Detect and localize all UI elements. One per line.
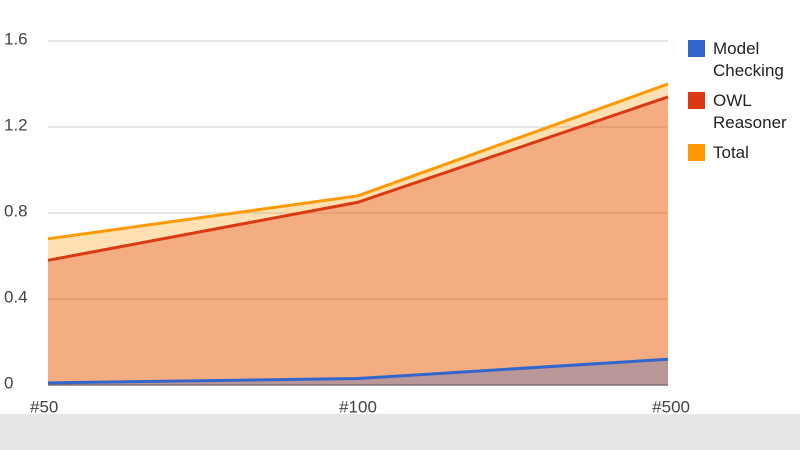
legend-label: OWL Reasoner	[713, 91, 787, 132]
legend: Model Checking OWL Reasoner Total	[688, 38, 800, 172]
area	[48, 84, 668, 385]
legend-swatch	[688, 40, 705, 57]
line	[47, 82, 669, 241]
y-tick-label: 0	[4, 373, 13, 392]
legend-label: Total	[713, 143, 749, 162]
x-tick-label: #50	[30, 397, 58, 416]
legend-swatch	[688, 92, 705, 109]
line	[47, 357, 669, 385]
legend-swatch	[688, 144, 705, 161]
legend-item: OWL Reasoner	[688, 90, 800, 134]
y-tick-label: 0.4	[4, 287, 28, 306]
y-tick-label: 1.6	[4, 29, 28, 48]
background-strip	[0, 414, 800, 450]
y-tick-label: 1.2	[4, 115, 28, 134]
x-tick-label: #500	[652, 397, 690, 416]
x-tick-label: #100	[339, 397, 377, 416]
area	[48, 359, 668, 385]
area	[48, 96, 668, 386]
legend-item: Total	[688, 142, 800, 164]
y-tick-label: 0.8	[4, 201, 28, 220]
legend-label: Model Checking	[713, 39, 784, 80]
line	[47, 95, 669, 262]
legend-item: Model Checking	[688, 38, 800, 82]
